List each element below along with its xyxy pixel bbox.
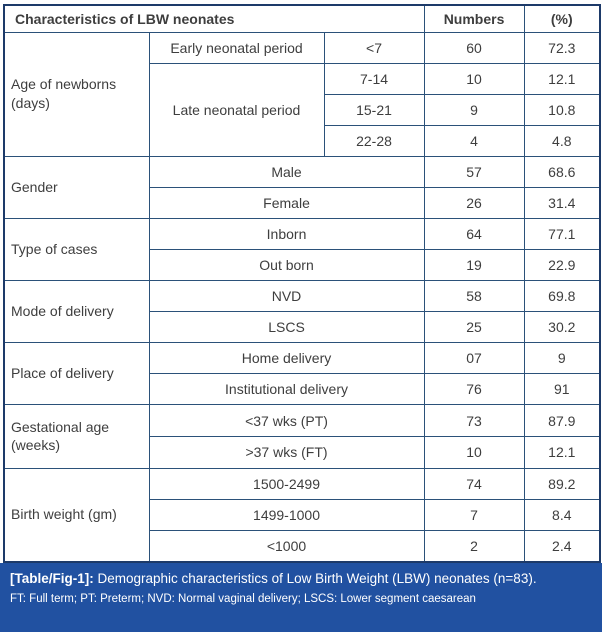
numbers-cell: 9 [423,93,525,126]
label-cell: NVD [148,279,425,313]
subcategory-late-neonatal: Late neonatal period [148,62,325,157]
table-row: Place of delivery Home delivery 07 9 [3,342,601,406]
header-row: Characteristics of LBW neonates Numbers … [3,4,601,33]
numbers-cell: 58 [423,279,525,313]
category-birth-weight: Birth weight (gm) [3,467,150,563]
percent-cell: 12.1 [523,435,601,469]
numbers-cell: 57 [423,155,525,188]
numbers-cell: 60 [423,31,525,64]
table-row: Mode of delivery NVD 58 69.8 [3,279,601,344]
numbers-cell: 25 [423,311,525,344]
table-row: 15-21 9 10.8 [4,93,601,126]
numbers-cell: 4 [423,124,525,157]
percent-cell: 68.6 [523,155,601,188]
label-cell: Male [148,155,425,188]
numbers-cell: 7 [423,498,525,531]
numbers-cell: 07 [423,342,525,375]
range-cell: 7-14 [323,62,425,95]
label-cell: <1000 [148,529,425,563]
range-cell: 22-28 [323,124,425,157]
numbers-cell: 76 [423,373,525,406]
percent-cell: 2.4 [523,529,601,563]
range-cell: <7 [323,31,425,64]
label-cell: Home delivery [148,342,425,375]
category-place-of-delivery: Place of delivery [3,342,150,406]
label-cell: Inborn [148,217,425,250]
figure-footnote: FT: Full term; PT: Preterm; NVD: Normal … [10,593,476,605]
category-mode-of-delivery: Mode of delivery [3,279,150,344]
percent-cell: 30.2 [523,311,601,344]
table-row: Birth weight (gm) 1500-2499 74 89.2 [3,467,601,563]
table-row: Out born 19 22.9 [4,248,601,282]
label-cell: LSCS [148,311,425,344]
table-row: Gender Male 57 68.6 [3,155,601,219]
table-row: 1499-1000 7 8.4 [4,498,601,531]
table-row: LSCS 25 30.2 [4,311,601,344]
percent-cell: 31.4 [523,186,601,219]
numbers-cell: 2 [423,529,525,563]
label-cell: 1499-1000 [148,498,425,531]
table-row: Institutional delivery 76 91 [4,373,601,406]
subcategory-early-neonatal: Early neonatal period [148,31,325,64]
percent-cell: 22.9 [523,248,601,282]
category-type-of-cases: Type of cases [3,217,150,282]
label-cell: 1500-2499 [148,467,425,500]
table-row: Age of newborns (days) Early neonatal pe… [3,31,601,157]
category-gestational-age: Gestational age (weeks) [3,404,150,469]
table-row: Late neonatal period 7-14 10 12.1 [4,62,601,157]
table-title: Characteristics of LBW neonates [3,4,425,33]
label-cell: Institutional delivery [148,373,425,406]
percent-cell: 77.1 [523,217,601,250]
table-row: <1000 2 2.4 [4,529,601,563]
numbers-cell: 10 [423,435,525,469]
table-row: >37 wks (FT) 10 12.1 [4,435,601,469]
numbers-cell: 26 [423,186,525,219]
percent-cell: 91 [523,373,601,406]
range-cell: 15-21 [323,93,425,126]
label-cell: Female [148,186,425,219]
figure-caption: [Table/Fig-1]: Demographic characteristi… [10,570,592,588]
table-row: Type of cases Inborn 64 77.1 [3,217,601,282]
percent-cell: 9 [523,342,601,375]
percent-cell: 87.9 [523,404,601,437]
percent-cell: 4.8 [523,124,601,157]
numbers-cell: 10 [423,62,525,95]
numbers-cell: 64 [423,217,525,250]
table-row: Female 26 31.4 [4,186,601,219]
percent-cell: 12.1 [523,62,601,95]
column-header-numbers: Numbers [423,4,525,33]
label-cell: >37 wks (FT) [148,435,425,469]
figure-caption-tag: [Table/Fig-1]: [10,571,94,586]
percent-cell: 69.8 [523,279,601,313]
label-cell: Out born [148,248,425,282]
demographics-table: Characteristics of LBW neonates Numbers … [3,4,602,563]
percent-cell: 10.8 [523,93,601,126]
percent-cell: 89.2 [523,467,601,500]
figure-caption-text: Demographic characteristics of Low Birth… [93,571,537,586]
label-cell: <37 wks (PT) [148,404,425,437]
column-header-percent: (%) [523,4,601,33]
figure-caption-band: [Table/Fig-1]: Demographic characteristi… [0,563,602,632]
percent-cell: 72.3 [523,31,601,64]
numbers-cell: 74 [423,467,525,500]
numbers-cell: 73 [423,404,525,437]
category-gender: Gender [3,155,150,219]
percent-cell: 8.4 [523,498,601,531]
table-row: Gestational age (weeks) <37 wks (PT) 73 … [3,404,601,469]
category-age-of-newborns: Age of newborns (days) [3,31,150,157]
numbers-cell: 19 [423,248,525,282]
